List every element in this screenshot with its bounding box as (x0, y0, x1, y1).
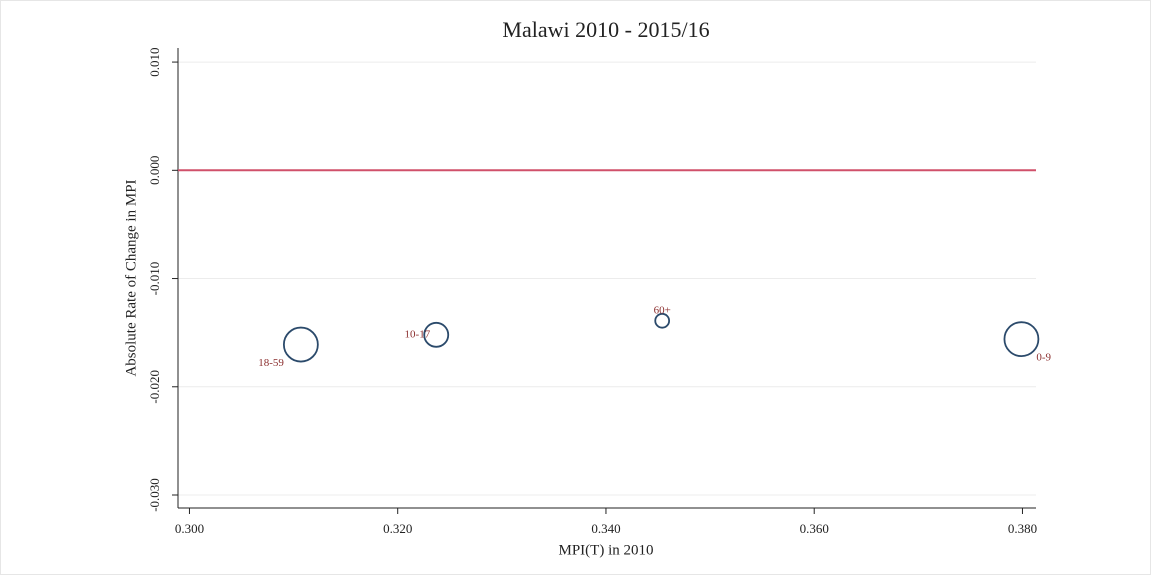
x-tick-label: 0.380 (1008, 521, 1037, 536)
x-tick-label: 0.320 (383, 521, 412, 536)
x-tick-label: 0.300 (175, 521, 204, 536)
chart-title: Malawi 2010 - 2015/16 (502, 17, 709, 42)
x-axis-label: MPI(T) in 2010 (559, 542, 654, 558)
point-label: 60+ (654, 304, 671, 316)
y-axis-label: Absolute Rate of Change in MPI (123, 179, 139, 376)
bubble (1003, 321, 1040, 358)
y-tick-label: -0.020 (147, 370, 162, 404)
point-label: 18-59 (258, 357, 284, 369)
bubble (654, 312, 671, 329)
y-tick-label: -0.030 (147, 478, 162, 512)
bubble (423, 321, 450, 348)
point-label: 10-17 (405, 328, 431, 340)
x-tick-label: 0.360 (800, 521, 829, 536)
bubble (282, 326, 319, 363)
y-tick-label: 0.010 (147, 47, 162, 76)
y-tick-label: -0.010 (147, 262, 162, 296)
y-tick-label: 0.000 (147, 156, 162, 185)
point-label: 0-9 (1036, 352, 1051, 364)
x-tick-label: 0.340 (591, 521, 620, 536)
